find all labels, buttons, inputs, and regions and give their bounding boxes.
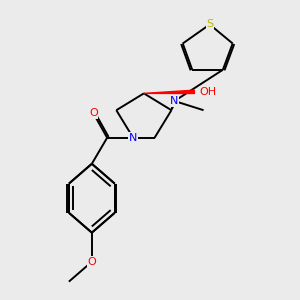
- Text: S: S: [206, 20, 213, 29]
- Text: N: N: [129, 133, 137, 143]
- Text: O: O: [88, 257, 96, 267]
- Polygon shape: [144, 90, 194, 94]
- Text: N: N: [170, 96, 179, 106]
- Text: O: O: [89, 108, 98, 118]
- Text: OH: OH: [200, 87, 217, 97]
- Polygon shape: [171, 100, 176, 110]
